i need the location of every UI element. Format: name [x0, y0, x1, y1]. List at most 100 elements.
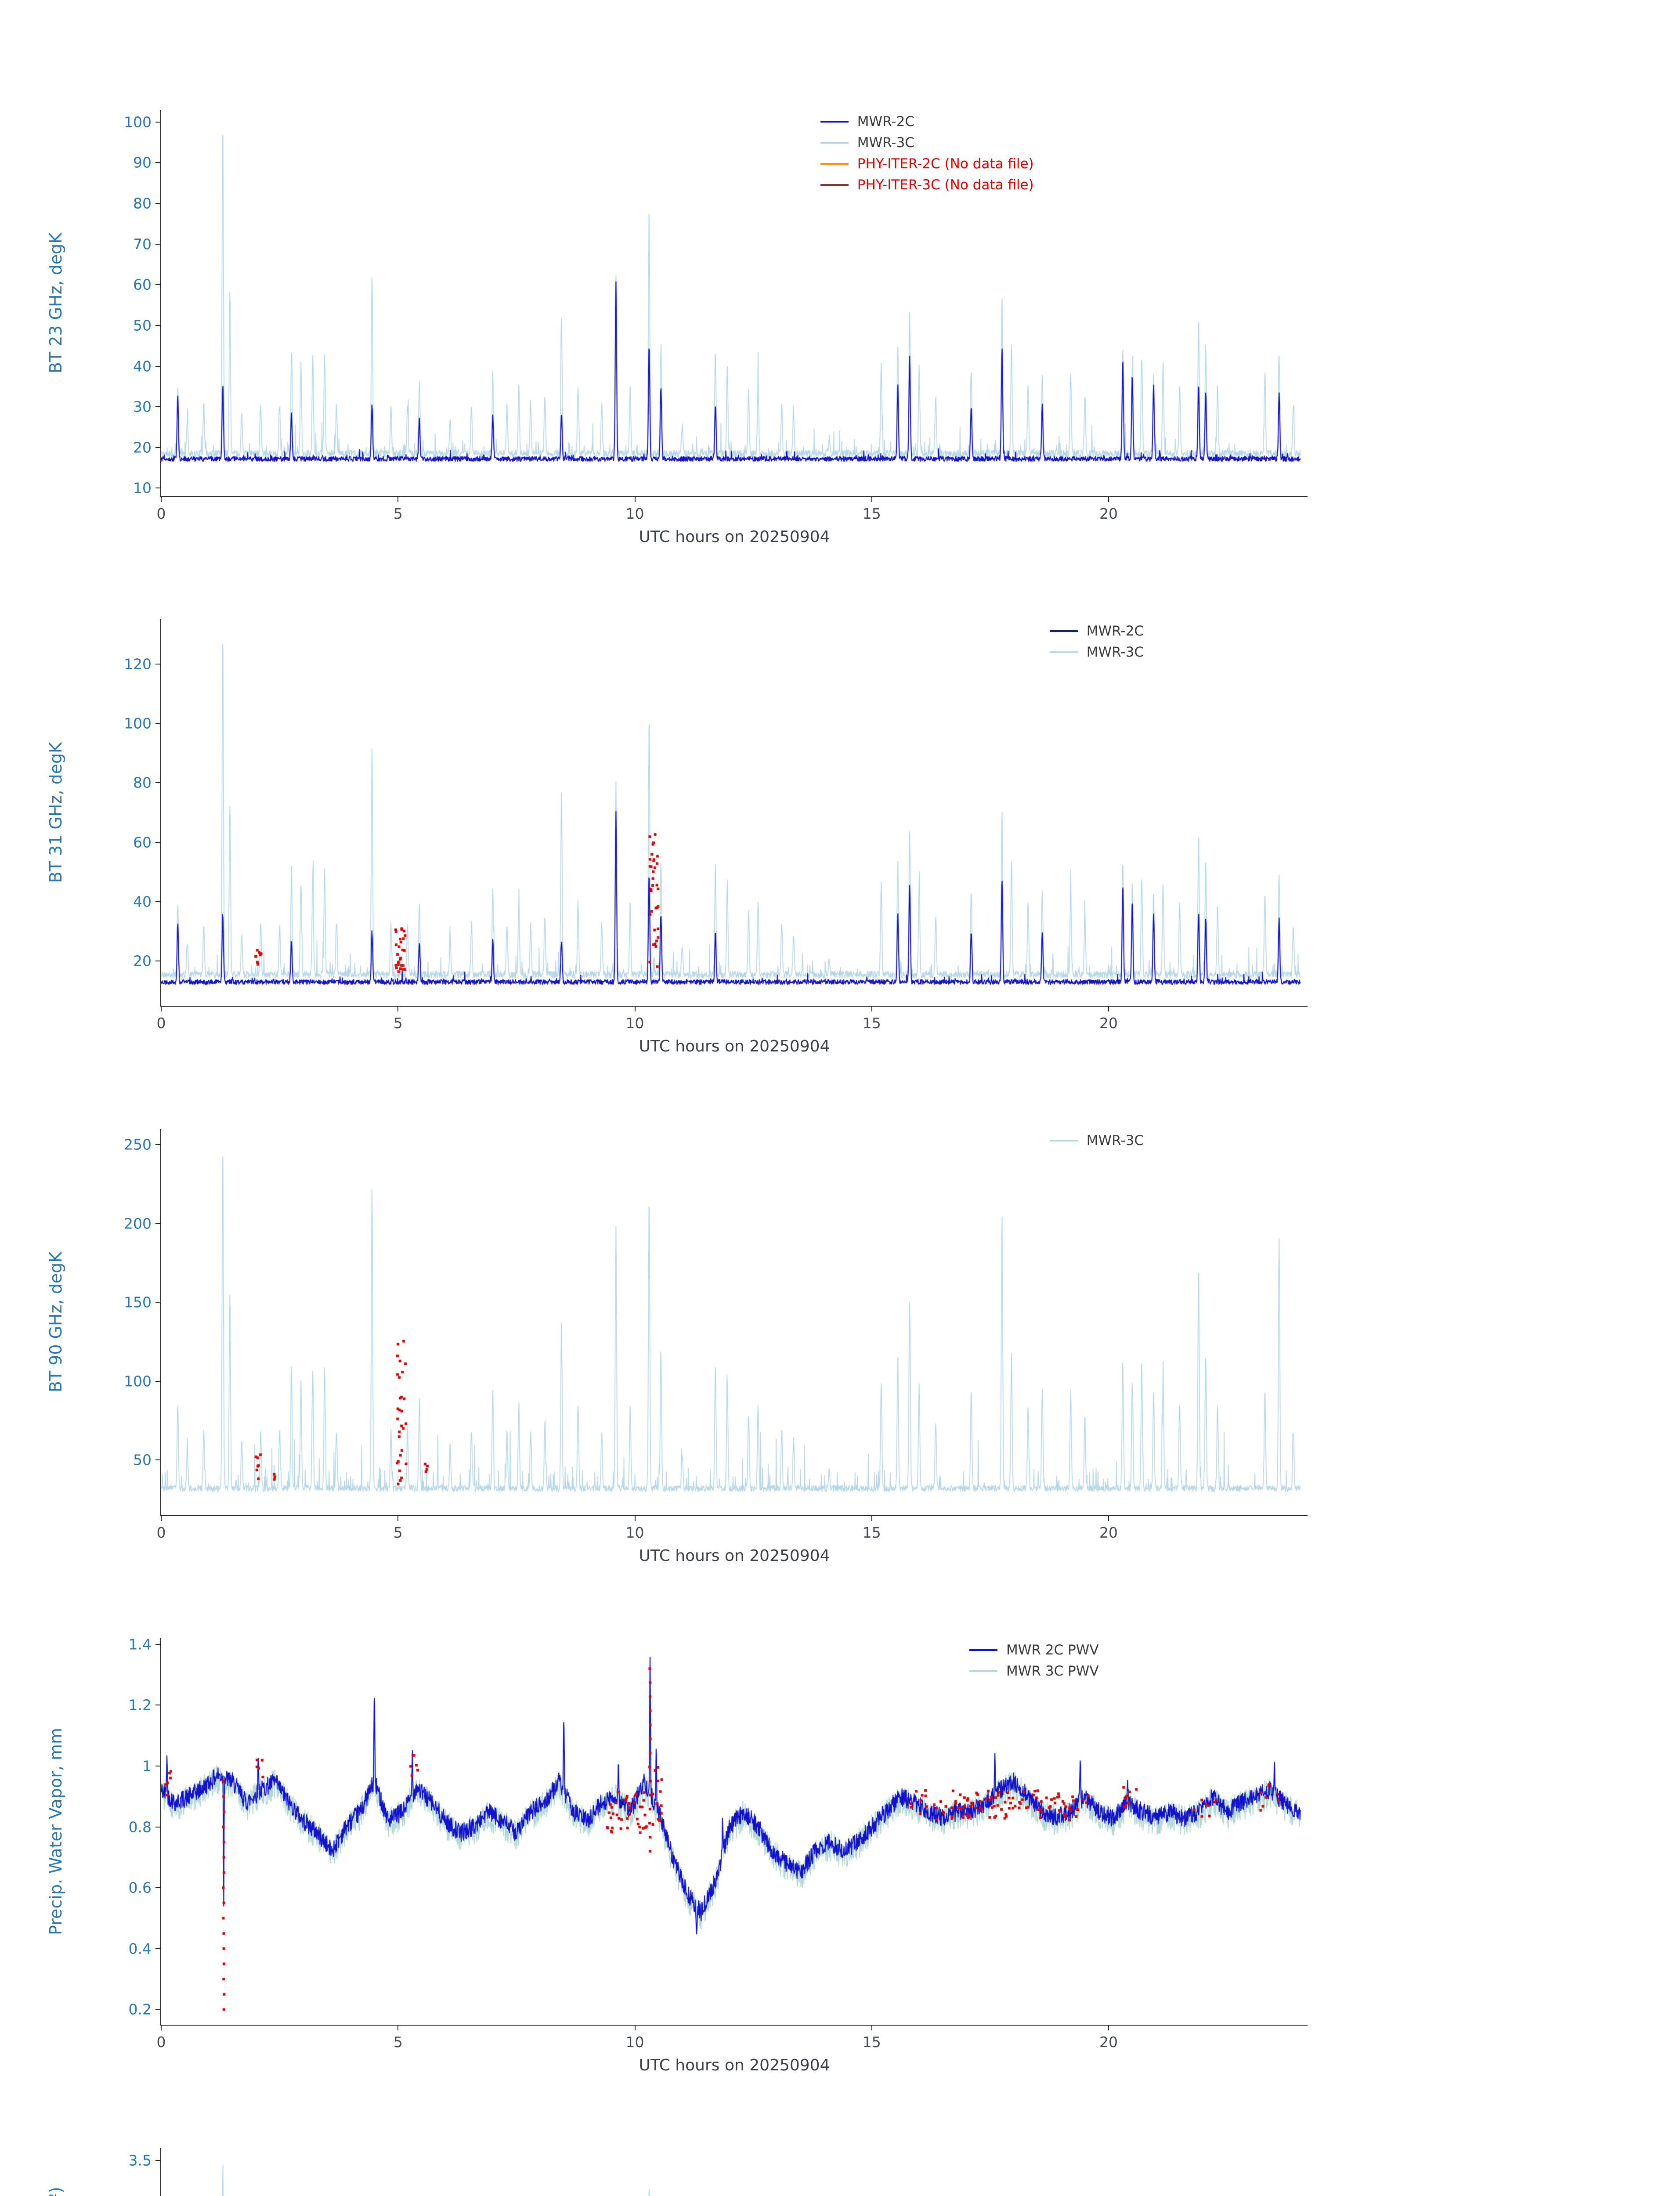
y-tick-label: 50: [133, 1451, 152, 1469]
x-tick-label: 0: [156, 1524, 166, 1541]
legend-line-swatch: [820, 120, 849, 123]
x-tick-label: 20: [1099, 1015, 1118, 1032]
y-tick-label: 3.5: [128, 2152, 152, 2169]
panel-bt-90ghz: 0 5 10 15 20 50 100 150 200 250 MWR-3C BT 90 GHz…: [0, 1085, 1680, 1594]
legend-entry: MWR-2C: [820, 114, 1034, 130]
x-tick-label: 10: [625, 2033, 644, 2051]
bt23-plot-area: 0 5 10 15 20 10 20 30 40 50 60 70 80 90 100 MWR-2C MWR…: [46, 110, 1308, 546]
x-tick-label: 0: [156, 2033, 166, 2051]
legend-entry-label: MWR-3C: [1086, 644, 1144, 660]
bt23-series-canvas: [161, 110, 1308, 496]
x-tick-mark: [871, 496, 872, 502]
panel-bt-31ghz: 0 5 10 15 20 20 40 60 80 100 120 MWR-2C MWR-3C BT …: [0, 575, 1680, 1085]
legend-entry: MWR-3C: [820, 135, 1034, 151]
y-tick-mark: [155, 1144, 161, 1145]
pwv-legend: MWR 2C PWV MWR 3C PWV: [969, 1642, 1099, 1679]
legend-entry: PHY-ITER-3C (No data file): [820, 177, 1034, 193]
x-tick-label: 0: [156, 505, 166, 522]
y-tick-mark: [155, 1459, 161, 1461]
x-tick-mark: [1108, 1515, 1109, 1521]
y-tick-label: 1: [142, 1757, 152, 1775]
y-tick-label: 90: [133, 154, 152, 171]
x-tick-label: 5: [393, 2033, 403, 2051]
x-tick-mark: [397, 496, 399, 502]
x-tick-mark: [634, 496, 636, 502]
x-tick-label: 15: [862, 2033, 881, 2051]
panel-precip-water-vapor: 0 5 10 15 20 0.2 0.4 0.6 0.8 1 1.2 1.4 MWR 2C PWV M…: [0, 1594, 1680, 2104]
y-tick-label: 100: [124, 113, 152, 131]
x-tick-label: 20: [1099, 2033, 1118, 2051]
bt31-series-canvas: [161, 619, 1308, 1006]
y-tick-mark: [155, 1887, 161, 1889]
bt90-plot-area: 0 5 10 15 20 50 100 150 200 250 MWR-3C BT 90 GHz…: [46, 1129, 1308, 1565]
legend-entry-label: MWR-2C: [1086, 623, 1144, 639]
x-tick-mark: [634, 1515, 636, 1521]
legend-line-swatch: [969, 1670, 998, 1672]
x-tick-label: 0: [156, 1015, 166, 1032]
legend-entry: MWR-2C: [1049, 623, 1144, 639]
y-tick-label: 50: [133, 317, 152, 334]
x-tick-mark: [634, 1006, 636, 1011]
y-tick-mark: [155, 284, 161, 285]
legend-line-swatch: [1049, 651, 1078, 653]
legend-line-swatch: [969, 1649, 998, 1651]
x-tick-label: 5: [393, 505, 403, 522]
y-tick-label: 1.4: [128, 1636, 152, 1653]
x-tick-mark: [161, 496, 162, 502]
bt31-x-axis-label: UTC hours on 20250904: [639, 1037, 830, 1055]
x-tick-mark: [161, 1515, 162, 1521]
legend-entry-label: MWR-2C: [857, 113, 914, 130]
bt90-series-canvas: [161, 1129, 1308, 1515]
y-tick-mark: [155, 325, 161, 326]
y-tick-mark: [155, 243, 161, 245]
y-tick-label: 1.2: [128, 1696, 152, 1714]
bt23-x-axis-label: UTC hours on 20250904: [639, 528, 830, 546]
x-tick-mark: [871, 1515, 872, 1521]
y-tick-label: 30: [133, 398, 152, 415]
y-tick-label: 60: [133, 276, 152, 293]
x-tick-mark: [1108, 1006, 1109, 1011]
legend-line-swatch: [1049, 1139, 1078, 1141]
y-tick-mark: [155, 365, 161, 367]
y-tick-label: 40: [133, 358, 152, 375]
x-tick-mark: [871, 1006, 872, 1011]
legend-entry: MWR 2C PWV: [969, 1642, 1099, 1658]
y-tick-mark: [155, 2160, 161, 2161]
legend-entry-label: PHY-ITER-3C (No data file): [857, 177, 1034, 193]
x-tick-mark: [397, 1515, 399, 1521]
legend-entry: PHY-ITER-2C (No data file): [820, 156, 1034, 172]
bt31-legend: MWR-2C MWR-3C: [1049, 623, 1144, 660]
y-tick-label: 150: [124, 1293, 152, 1311]
y-tick-mark: [155, 663, 161, 665]
y-tick-label: 0.6: [128, 1879, 152, 1896]
x-tick-mark: [871, 2025, 872, 2030]
x-tick-label: 10: [625, 505, 644, 522]
y-tick-label: 10: [133, 479, 152, 497]
y-tick-mark: [155, 447, 161, 448]
x-tick-label: 15: [862, 505, 881, 522]
legend-entry: MWR-3C: [1049, 644, 1144, 660]
bt90-legend: MWR-3C: [1049, 1133, 1144, 1149]
x-tick-mark: [161, 1006, 162, 1011]
y-tick-mark: [155, 842, 161, 843]
y-tick-label: 80: [133, 195, 152, 212]
y-tick-mark: [155, 782, 161, 784]
y-tick-label: 70: [133, 235, 152, 253]
x-tick-label: 15: [862, 1015, 881, 1032]
x-tick-label: 10: [625, 1524, 644, 1541]
y-tick-mark: [155, 1302, 161, 1303]
y-tick-label: 100: [124, 715, 152, 732]
panel-bt-23ghz: 0 5 10 15 20 10 20 30 40 50 60 70 80 90 100 MWR-2C MWR…: [0, 66, 1680, 575]
bt90-x-axis-label: UTC hours on 20250904: [639, 1547, 830, 1565]
x-tick-mark: [397, 2025, 399, 2030]
legend-entry: MWR-3C: [1049, 1133, 1144, 1149]
y-tick-label: 40: [133, 893, 152, 910]
legend-entry-label: MWR 2C PWV: [1006, 1642, 1099, 1658]
y-tick-label: 200: [124, 1215, 152, 1232]
y-tick-mark: [155, 1948, 161, 1949]
legend-line-swatch: [820, 141, 849, 144]
x-tick-mark: [634, 2025, 636, 2030]
